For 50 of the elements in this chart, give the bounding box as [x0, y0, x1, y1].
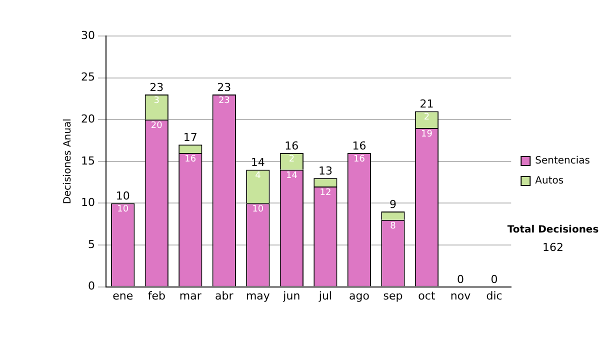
data-label: 16 [184, 154, 196, 164]
x-tick-label: mar [179, 289, 202, 302]
data-label: 16 [353, 154, 366, 164]
y-tick-label: 0 [88, 280, 95, 293]
total-label: 21 [420, 98, 434, 111]
data-label: 14 [286, 171, 298, 182]
data-label: 2 [288, 154, 295, 164]
total-label: 23 [150, 80, 164, 94]
x-tick-label: nov [450, 289, 472, 302]
y-tick-label: 10 [80, 196, 95, 210]
total-label: 16 [284, 139, 299, 152]
total-label: 23 [217, 80, 232, 94]
y-axis-title: Decisiones Anual [62, 118, 74, 204]
x-tick-label: sep [383, 289, 403, 302]
total-label: 0 [456, 273, 464, 286]
x-tick-label: jul [318, 289, 332, 302]
x-tick-label: may [246, 289, 270, 302]
data-label: 23 [218, 96, 230, 106]
text: 162 [542, 240, 564, 254]
total-label: 0 [490, 273, 498, 286]
total-label: 13 [318, 164, 332, 178]
x-tick-label: feb [148, 289, 166, 302]
x-tick-label: ene [112, 289, 134, 302]
data-label: 12 [320, 188, 332, 198]
data-label: 10 [117, 204, 129, 215]
data-label: 8 [390, 221, 396, 232]
y-tick-label: 25 [80, 70, 95, 84]
y-tick-label: 20 [80, 112, 95, 126]
data-label: 20 [150, 120, 163, 131]
y-tick-label: 15 [80, 154, 95, 168]
y-tick-label: 5 [88, 238, 95, 251]
x-tick-label: dic [486, 289, 502, 302]
x-tick-label: ago [348, 289, 370, 302]
annotation: Total Decisiones [507, 224, 599, 236]
total-label: 14 [250, 156, 265, 170]
data-label: 2 [424, 112, 430, 123]
data-label: 19 [421, 129, 433, 140]
x-tick-label: oct [418, 289, 436, 302]
total-label: 9 [389, 198, 396, 211]
legend-label: Autos [535, 176, 564, 187]
data-label: 3 [154, 96, 160, 106]
x-tick-label: abr [215, 289, 234, 302]
y-tick-label: 30 [80, 28, 95, 42]
legend-label: Sentencias [535, 156, 590, 167]
total-label: 17 [183, 131, 198, 144]
x-tick-label: jun [282, 289, 300, 302]
data-label: 10 [252, 204, 264, 215]
total-label: 10 [116, 190, 130, 203]
total-label: 16 [352, 139, 366, 152]
data-label: 4 [255, 171, 262, 182]
